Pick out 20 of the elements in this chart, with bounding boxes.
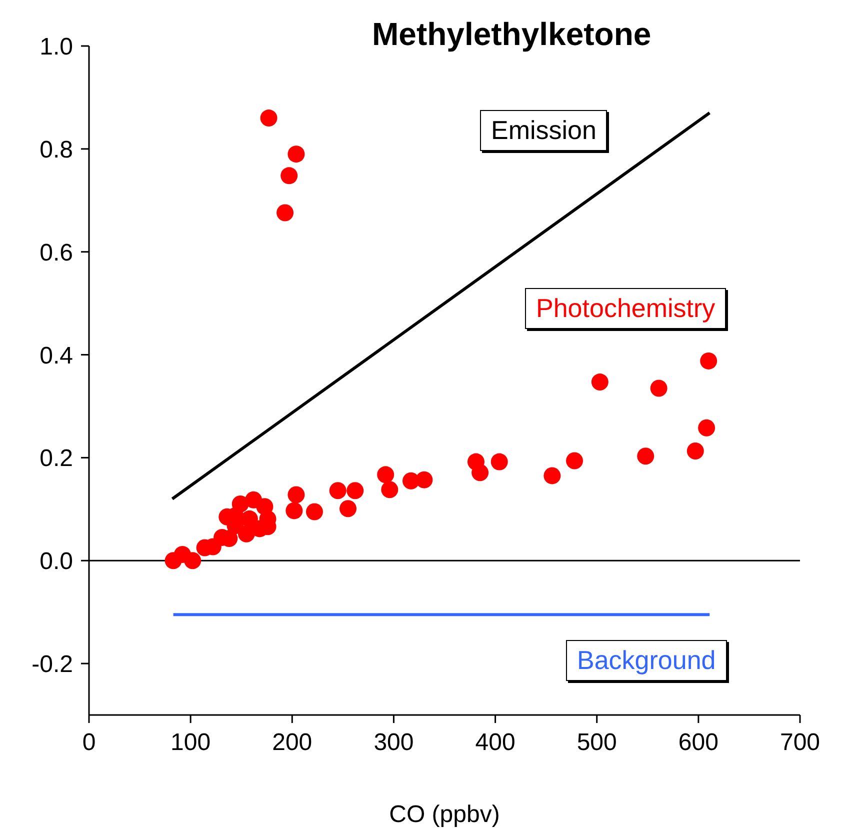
- y-tick-label: 0.4: [40, 342, 73, 370]
- y-tick-label: 0.0: [40, 548, 73, 576]
- x-tick-label: 0: [82, 729, 96, 756]
- y-tick-label: 0.2: [40, 445, 73, 472]
- x-tick-label: 500: [576, 729, 617, 756]
- y-tick-label: -0.2: [32, 651, 73, 678]
- series-label: Background: [566, 640, 727, 681]
- x-axis-title: CO (ppbv): [389, 801, 500, 828]
- y-tick-label: 0.8: [40, 136, 73, 164]
- x-tick-label: 700: [780, 729, 820, 756]
- x-tick-label: 200: [272, 729, 312, 756]
- chart-title: Methylethylketone: [358, 16, 666, 53]
- y-tick-label: 0.6: [40, 239, 73, 266]
- x-tick-label: 100: [170, 729, 211, 756]
- x-tick-label: 400: [475, 729, 516, 756]
- x-tick-label: 600: [678, 729, 718, 756]
- series-label: Photochemistry: [525, 288, 726, 329]
- series-label: Emission: [480, 110, 608, 151]
- x-tick-label: 300: [374, 729, 414, 756]
- y-tick-label: 1.0: [40, 34, 73, 61]
